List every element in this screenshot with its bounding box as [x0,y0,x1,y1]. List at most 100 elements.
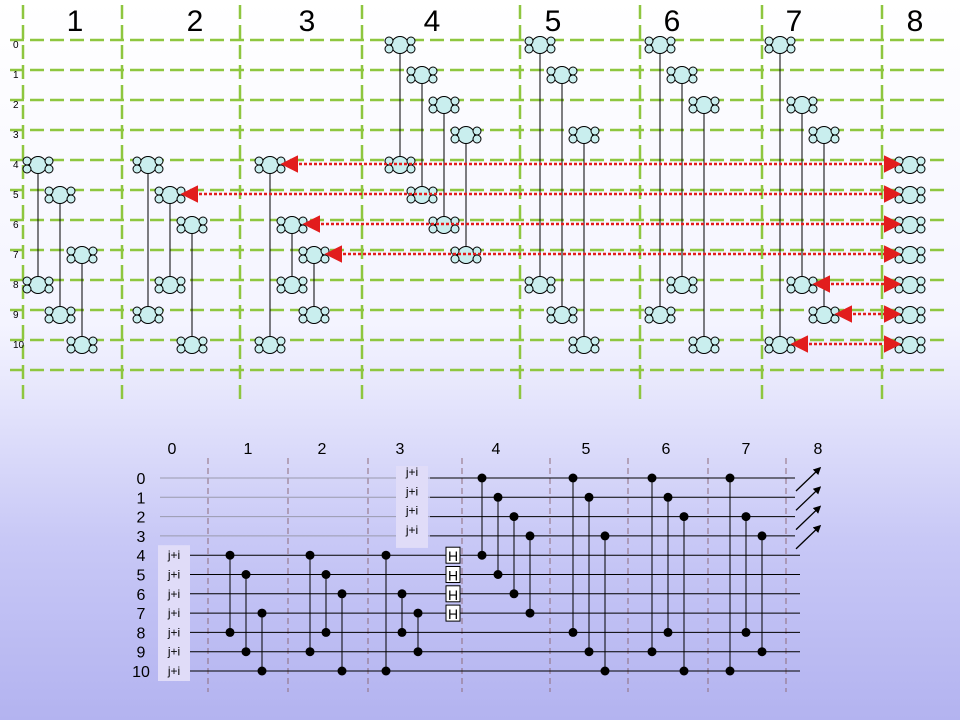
molecule-node [524,276,556,294]
qubit-label: 2 [137,510,146,527]
molecule-node [786,276,818,294]
molecule-node [688,336,720,354]
column-number: 6 [664,5,681,38]
cz-control-dot [663,492,673,502]
cz-control-dot [321,570,331,579]
cz-control-dot [741,627,751,637]
molecule-node [66,336,98,354]
molecule-node [44,306,76,324]
init-state-label: j+i [167,645,180,659]
init-state-label: j+i [167,587,180,601]
measurement-arrow [795,466,822,492]
qubit-label: 6 [137,587,146,604]
cz-control-dot [509,512,519,522]
molecule-node [546,66,578,84]
step-label: 0 [168,441,177,458]
row-number: 7 [13,250,19,261]
cz-control-dot [525,608,535,618]
molecule-node [428,96,460,114]
init-state-label: j+i [167,664,180,678]
molecule-node [764,36,796,54]
cz-control-dot [757,647,767,657]
cz-control-dot [241,647,251,657]
molecule-node [176,216,208,234]
output-molecule-node [894,276,926,294]
init-state-label: j+i [405,484,418,498]
molecule-node [276,276,308,294]
cz-control-dot [305,647,315,657]
init-state-label: j+i [405,504,418,518]
cz-control-dot [477,473,487,483]
hadamard-label: H [448,606,458,622]
cz-control-dot [584,492,594,502]
hadamard-label: H [448,587,458,603]
measurement-arrow [795,505,822,531]
cz-control-dot [568,473,578,483]
molecule-node [808,306,840,324]
molecule-node [254,336,286,354]
hadamard-label: H [448,548,458,564]
molecule-node [44,186,76,204]
init-state-label: j+i [167,606,180,620]
molecule-node [176,336,208,354]
cz-control-dot [397,627,407,637]
step-label: 8 [814,441,823,458]
step-label: 5 [582,441,591,458]
output-molecule-node [894,306,926,324]
column-number: 8 [907,5,924,38]
molecule-node [66,246,98,264]
row-number: 1 [13,70,19,81]
cz-control-dot [381,666,391,676]
cz-control-dot [337,666,347,676]
qubit-label: 5 [137,568,146,585]
cz-control-dot [663,627,673,637]
hadamard-gate [445,566,461,583]
init-state-label: j+i [405,465,418,479]
cz-control-dot [381,550,391,560]
row-number: 8 [13,280,19,291]
row-number: 10 [13,340,25,351]
step-label: 2 [318,441,327,458]
cz-control-dot [241,570,251,579]
init-state-label: j+i [405,523,418,537]
cz-control-dot [225,627,235,637]
row-number: 0 [13,40,19,51]
init-state-label: j+i [167,625,180,639]
molecule-node [22,156,54,174]
qubit-label: 3 [137,529,146,546]
step-label: 7 [742,441,751,458]
cz-control-dot [600,666,610,676]
cz-control-dot [305,550,315,560]
cz-control-dot [493,570,503,579]
step-label: 4 [492,441,501,458]
cz-control-dot [525,531,535,541]
column-number: 1 [67,5,84,38]
column-number: 3 [299,5,316,38]
molecule-node [22,276,54,294]
molecule-node [298,246,330,264]
molecule-node [666,276,698,294]
column-number: 2 [187,5,204,38]
qubit-label: 9 [137,645,146,662]
cz-control-dot [337,589,347,599]
molecule-node [384,36,416,54]
molecule-node [644,306,676,324]
measurement-arrow [795,486,822,511]
molecule-node [298,306,330,324]
quantum-circuit-diagram: 0 1 2 3 4 5 6 7 8 0 1 2 3 4 5 6 7 8 9 10 j+i j+i j+i j+i j+i j+i j… [132,441,823,692]
molecule-node [808,126,840,144]
cz-control-dot [600,531,610,541]
row-number: 3 [13,130,19,141]
step-label: 6 [662,441,671,458]
molecule-node [546,306,578,324]
column-number: 4 [424,5,441,38]
cz-control-dot [225,550,235,560]
qubit-label: 1 [137,490,146,507]
output-molecule-node [894,336,926,354]
init-box-late [396,466,428,548]
cz-control-dot [647,473,657,483]
row-number: 2 [13,100,19,111]
molecule-node [132,156,164,174]
cz-control-dot [413,647,423,657]
molecule-node [644,36,676,54]
